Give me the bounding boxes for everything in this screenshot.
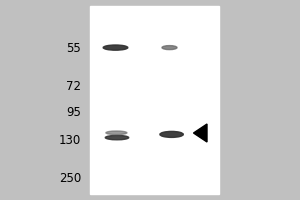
Text: 55: 55	[66, 42, 81, 54]
Ellipse shape	[162, 46, 177, 50]
Ellipse shape	[160, 131, 183, 137]
Bar	[90, 6, 219, 194]
Ellipse shape	[106, 131, 127, 135]
Text: 95: 95	[66, 106, 81, 118]
Ellipse shape	[103, 45, 128, 50]
Ellipse shape	[105, 135, 129, 140]
Text: 72: 72	[66, 80, 81, 92]
Polygon shape	[194, 124, 207, 142]
Text: 130: 130	[59, 134, 81, 146]
Text: 250: 250	[59, 171, 81, 184]
